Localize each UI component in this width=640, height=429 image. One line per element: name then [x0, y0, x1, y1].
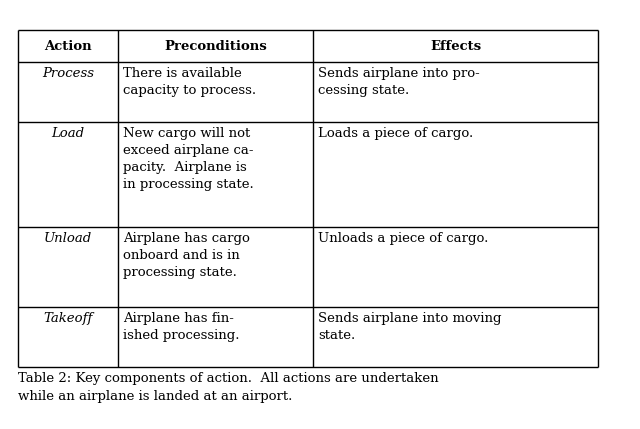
Text: Unloads a piece of cargo.: Unloads a piece of cargo. [318, 232, 488, 245]
Text: Airplane has cargo
onboard and is in
processing state.: Airplane has cargo onboard and is in pro… [123, 232, 250, 279]
Text: Load: Load [51, 127, 84, 140]
Text: Preconditions: Preconditions [164, 39, 267, 52]
Text: Sends airplane into pro-
cessing state.: Sends airplane into pro- cessing state. [318, 67, 480, 97]
Text: Action: Action [44, 39, 92, 52]
Text: Table 2: Key components of action.  All actions are undertaken
while an airplane: Table 2: Key components of action. All a… [18, 372, 438, 403]
Text: New cargo will not
exceed airplane ca-
pacity.  Airplane is
in processing state.: New cargo will not exceed airplane ca- p… [123, 127, 253, 191]
Text: Unload: Unload [44, 232, 92, 245]
Text: Process: Process [42, 67, 94, 80]
Text: Effects: Effects [430, 39, 481, 52]
Text: Airplane has fin-
ished processing.: Airplane has fin- ished processing. [123, 312, 239, 342]
Text: Takeoff: Takeoff [44, 312, 93, 325]
Text: There is available
capacity to process.: There is available capacity to process. [123, 67, 256, 97]
Text: Sends airplane into moving
state.: Sends airplane into moving state. [318, 312, 502, 342]
Text: Loads a piece of cargo.: Loads a piece of cargo. [318, 127, 473, 140]
